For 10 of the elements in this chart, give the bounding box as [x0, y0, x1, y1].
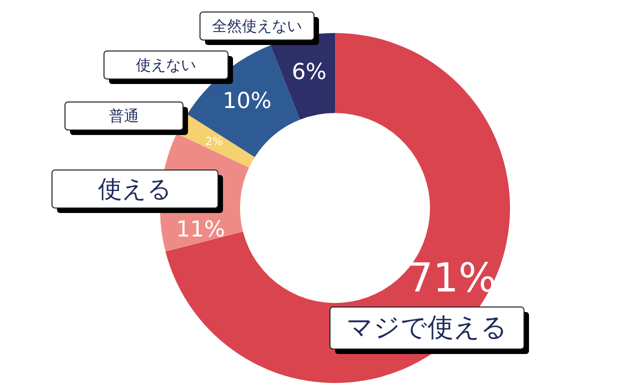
data-label: 2%: [205, 135, 223, 148]
slice-label: 使えない: [136, 56, 196, 74]
slice-label: 全然使えない: [212, 17, 302, 35]
slice-label: 使える: [98, 175, 172, 203]
data-label: 6%: [292, 60, 327, 85]
slice-label: 普通: [109, 107, 139, 125]
data-label: 10%: [222, 89, 272, 114]
data-label: 11%: [176, 218, 226, 243]
data-label: 71%: [408, 256, 496, 302]
slice-label: マジで使える: [346, 313, 508, 343]
